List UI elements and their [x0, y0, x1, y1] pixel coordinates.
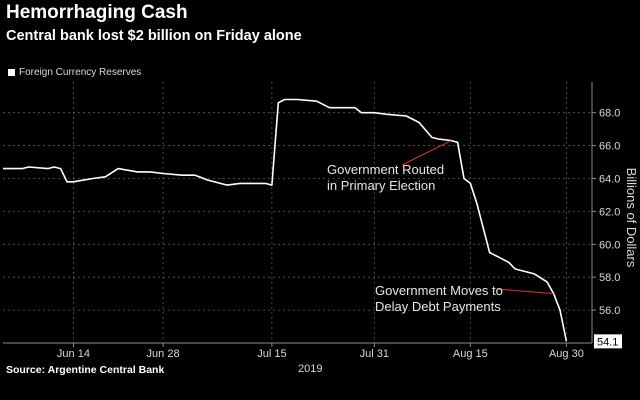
annotation-text-0: in Primary Election — [327, 178, 435, 193]
y-axis-title: Billions of Dollars — [624, 168, 639, 268]
x-tick-label: Jun 28 — [147, 348, 180, 360]
y-tick-label: 64.0 — [599, 173, 620, 185]
x-tick-label: Jun 14 — [57, 348, 90, 360]
x-tick-label: Aug 15 — [453, 348, 488, 360]
last-value-box — [594, 334, 622, 349]
y-tick-label: 66.0 — [599, 141, 620, 153]
annotation-arrow-1 — [496, 288, 554, 295]
annotation-text-1: Government Moves to — [375, 283, 503, 298]
chart-subtitle: Central bank lost $2 billion on Friday a… — [6, 28, 302, 44]
annotation-text-1: Delay Debt Payments — [375, 299, 501, 314]
y-tick-label: 60.0 — [599, 239, 620, 251]
y-tick-label: 68.0 — [599, 108, 620, 120]
annotation-text-0: Government Routed — [327, 162, 444, 177]
legend-swatch — [8, 69, 15, 76]
chart-source: Source: Argentine Central Bank — [6, 364, 165, 376]
y-tick-label: 56.0 — [599, 305, 620, 317]
y-tick-label: 58.0 — [599, 272, 620, 284]
chart-title: Hemorrhaging Cash — [6, 2, 188, 23]
series-line-0 — [3, 98, 568, 342]
x-tick-label: Jul 15 — [257, 348, 286, 360]
legend-label: Foreign Currency Reserves — [19, 67, 142, 78]
last-value-label: 54.1 — [597, 336, 618, 348]
y-tick-label: 62.0 — [599, 206, 620, 218]
chart-legend: Foreign Currency Reserves — [8, 67, 141, 78]
x-tick-label: Aug 30 — [549, 348, 584, 360]
annotation-arrow-0 — [401, 140, 452, 166]
x-year-label: 2019 — [298, 363, 322, 375]
x-tick-label: Jul 31 — [360, 348, 389, 360]
